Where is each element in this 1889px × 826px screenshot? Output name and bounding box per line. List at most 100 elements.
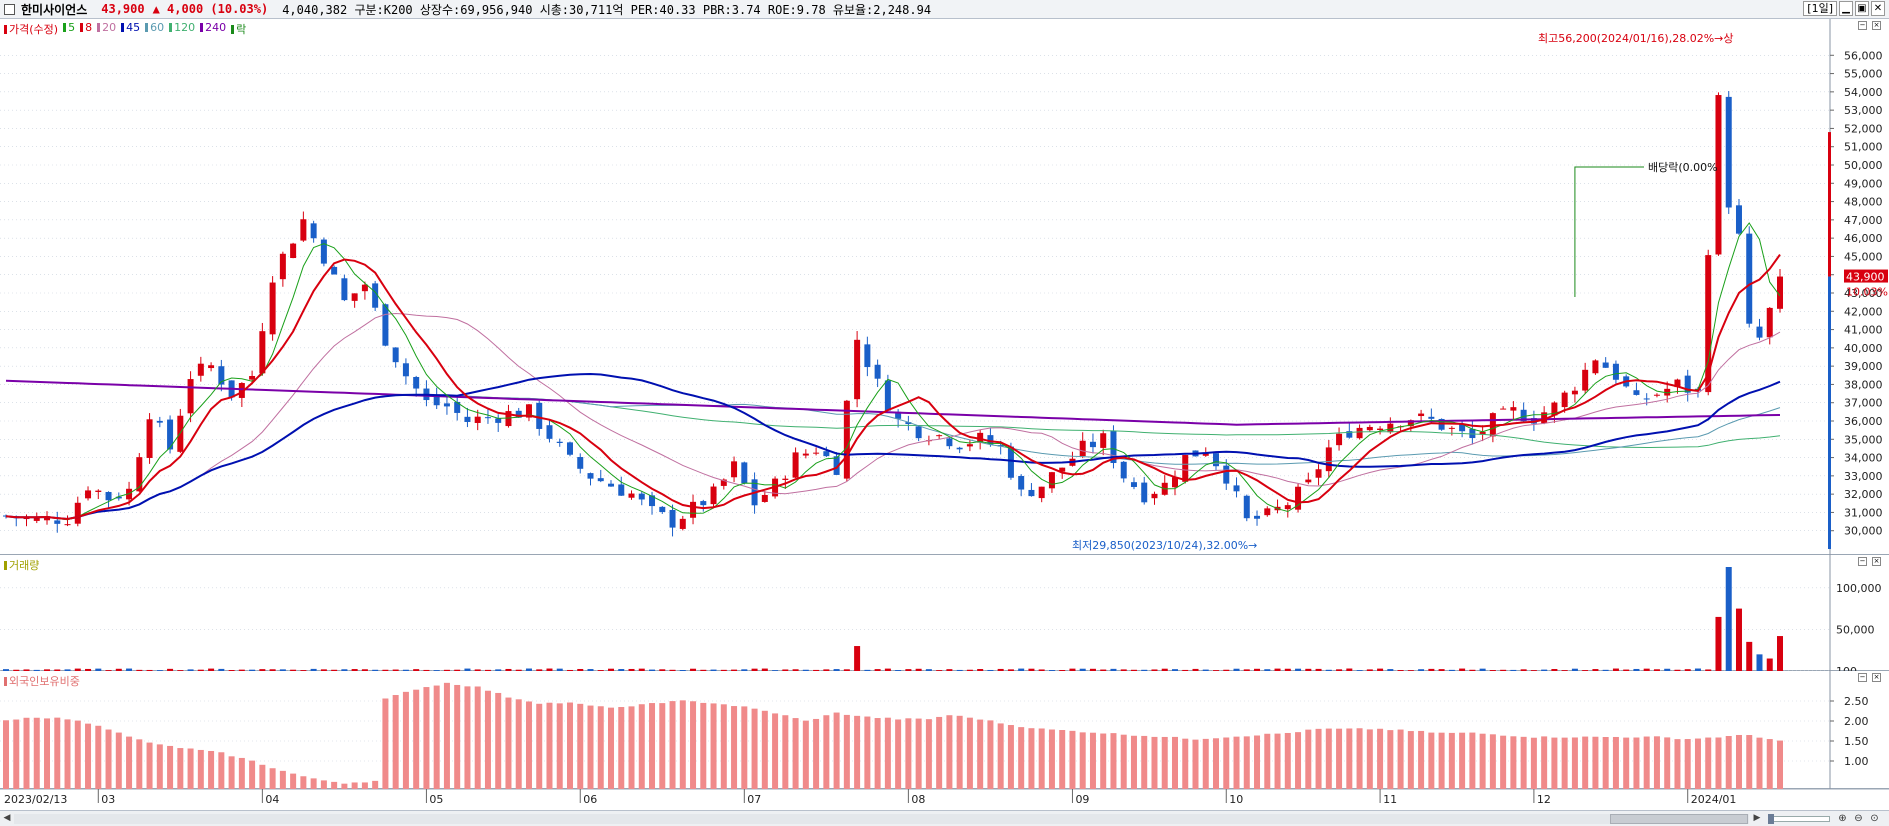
foreign-bar xyxy=(1377,728,1384,789)
panel-close-icon[interactable]: × xyxy=(1872,21,1881,30)
foreign-bar xyxy=(1530,737,1537,789)
legend-item[interactable]: 120 xyxy=(169,21,195,37)
volume-bar xyxy=(1674,669,1681,671)
minimize-icon[interactable]: ▁ xyxy=(1839,1,1853,16)
foreign-bar xyxy=(1438,732,1445,789)
candle-body xyxy=(1479,431,1486,435)
restore-icon[interactable]: ▣ xyxy=(1855,1,1869,16)
foreign-bar xyxy=(700,702,707,789)
foreign-bar xyxy=(843,714,850,789)
foreign-bar xyxy=(1192,739,1199,789)
volume-bar xyxy=(1018,668,1025,671)
foreign-bar xyxy=(731,706,738,789)
volume-bar xyxy=(1735,608,1742,671)
candle-body xyxy=(1171,477,1178,488)
volume-bar xyxy=(474,669,481,671)
candle-body xyxy=(259,331,266,374)
close-icon[interactable]: ✕ xyxy=(1871,1,1885,16)
foreign-panel-close-icon[interactable]: × xyxy=(1872,673,1881,682)
candle-body xyxy=(1459,424,1466,432)
price-panel[interactable]: 30,000 31,000 32,000 33,000 34,000 35,000 36,0… xyxy=(0,19,1889,555)
foreign-bar xyxy=(1243,736,1250,789)
zoom-out-icon[interactable]: ⊖ xyxy=(1854,813,1863,824)
foreign-bar xyxy=(782,715,789,789)
zoom-slider[interactable] xyxy=(1770,816,1830,822)
legend-item[interactable]: 20 xyxy=(97,21,116,37)
scroll-left-icon[interactable]: ◀ xyxy=(3,813,11,823)
legend-item[interactable]: 5 xyxy=(63,21,75,37)
candle-body xyxy=(1366,426,1373,431)
legend-item[interactable]: 240 xyxy=(200,21,226,37)
volume-bar xyxy=(1469,669,1476,671)
legend-item[interactable]: 가격(수정) xyxy=(4,21,58,37)
volume-bar xyxy=(1059,669,1066,671)
volume-bar xyxy=(1387,669,1394,671)
volume-bar xyxy=(310,668,317,671)
legend-item[interactable]: 60 xyxy=(145,21,164,37)
period-selector[interactable]: [1일] xyxy=(1803,1,1837,16)
volume-bar xyxy=(936,670,943,671)
foreign-ownership-chart[interactable]: 1.00 1.50 2.00 2.50 xyxy=(0,671,1889,789)
foreign-bar xyxy=(361,782,368,789)
candle-body xyxy=(1725,96,1732,208)
scroll-thumb[interactable] xyxy=(1610,814,1748,824)
volume-chart[interactable]: 100 50,000 100,000 xyxy=(0,555,1889,671)
candle-body xyxy=(638,493,645,500)
volume-bar xyxy=(1151,669,1158,671)
volume-panel-minimize-icon[interactable]: − xyxy=(1858,557,1867,566)
zoom-reset-icon[interactable]: ⊙ xyxy=(1870,813,1879,824)
foreign-bar xyxy=(1705,737,1712,789)
candle-body xyxy=(361,284,368,292)
scroll-track[interactable] xyxy=(14,814,1749,824)
candle-body xyxy=(525,404,532,418)
candle-body xyxy=(792,452,799,478)
zoom-in-icon[interactable]: ⊕ xyxy=(1838,813,1847,824)
foreign-ownership-panel[interactable]: 1.00 1.50 2.00 2.50 외국인보유비중 − × xyxy=(0,671,1889,789)
volume-bar xyxy=(64,669,71,671)
candle-body xyxy=(1284,505,1291,510)
date-tick-label: 08 xyxy=(911,793,925,806)
candle-body xyxy=(1602,362,1609,368)
header-checkbox[interactable] xyxy=(4,3,15,15)
volume-bar xyxy=(1100,669,1107,671)
foreign-bar xyxy=(1346,728,1353,789)
foreign-bar xyxy=(1284,732,1291,789)
foreign-bar xyxy=(608,707,615,789)
foreign-panel-minimize-icon[interactable]: − xyxy=(1858,673,1867,682)
scroll-right-icon[interactable]: ▶ xyxy=(1753,813,1761,823)
candle-body xyxy=(669,509,676,528)
foreign-bar xyxy=(259,764,266,789)
foreign-bar xyxy=(474,686,481,789)
price-tick-label: 50,000 xyxy=(1844,159,1883,172)
legend-item[interactable]: 락 xyxy=(231,21,246,37)
volume-bar xyxy=(1694,668,1701,671)
foreign-bar xyxy=(33,717,40,789)
volume-bar xyxy=(1438,669,1445,671)
current-price-tag-bg xyxy=(1844,269,1888,283)
legend-item[interactable]: 8 xyxy=(80,21,92,37)
foreign-bar xyxy=(1110,733,1117,789)
candle-body xyxy=(1571,390,1578,395)
legend-item[interactable]: 45 xyxy=(121,21,140,37)
volume-bar xyxy=(1756,654,1763,671)
volume-bar xyxy=(1777,636,1783,671)
volume-panel[interactable]: 100 50,000 100,000 거래량 − × xyxy=(0,555,1889,671)
volume-bar xyxy=(1541,669,1548,671)
zoom-slider-knob[interactable] xyxy=(1768,814,1774,824)
date-tick-label: 2024/01 xyxy=(1691,793,1737,806)
price-tick-label: 40,000 xyxy=(1844,342,1883,355)
volume-bar xyxy=(1038,669,1045,671)
volume-bar xyxy=(1664,668,1671,671)
date-axis: 2023/02/13 03 04 05 06 07 08 09 10 11 12 2024/01 xyxy=(0,789,1889,810)
legend-label: 60 xyxy=(150,21,165,34)
price-chart[interactable]: 30,000 31,000 32,000 33,000 34,000 35,000 36,0… xyxy=(0,19,1889,555)
candle-body xyxy=(946,438,953,447)
foreign-bar xyxy=(1213,738,1220,789)
candle-body xyxy=(1633,390,1640,395)
volume-bar xyxy=(884,668,891,671)
volume-panel-close-icon[interactable]: × xyxy=(1872,557,1881,566)
panel-minimize-icon[interactable]: − xyxy=(1858,21,1867,30)
volume-bar xyxy=(813,669,820,671)
foreign-bar xyxy=(3,720,9,789)
price-tick-label: 45,000 xyxy=(1844,250,1883,263)
